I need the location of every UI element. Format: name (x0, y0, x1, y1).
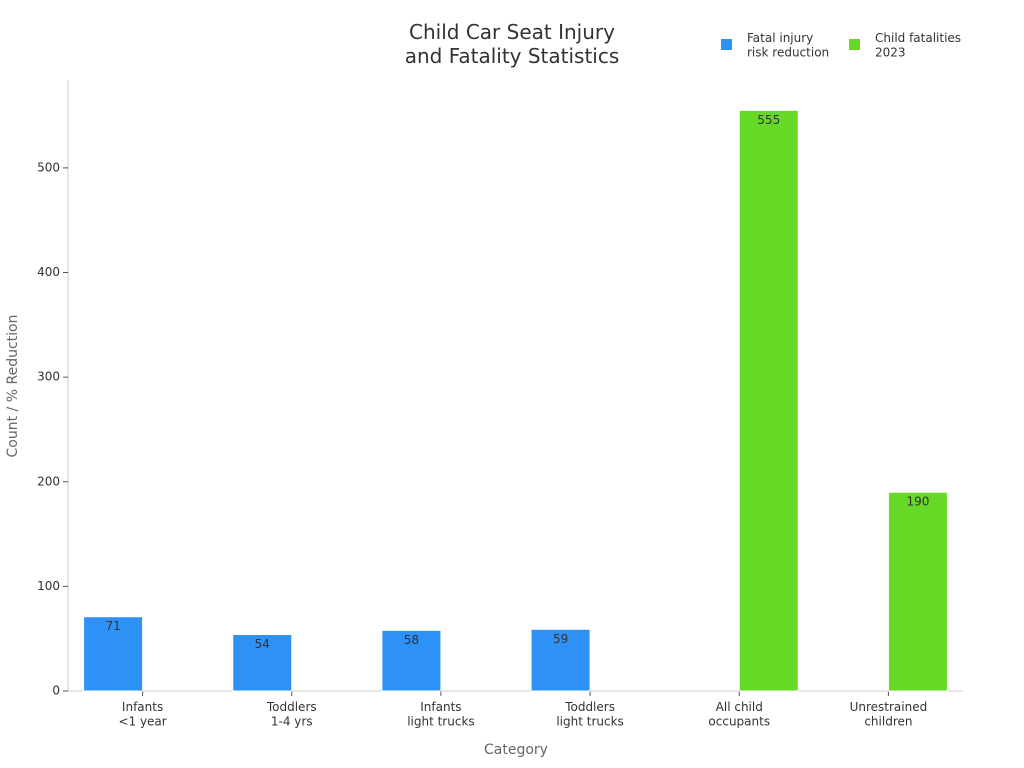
x-tick-label: Infants <1 year (118, 700, 166, 728)
chart-title: Child Car Seat Injury and Fatality Statis… (405, 20, 620, 68)
y-tick-label: 200 (37, 474, 60, 488)
legend-swatch (721, 39, 732, 50)
legend-swatch (849, 39, 860, 50)
bar (738, 109, 799, 692)
bar (381, 629, 442, 692)
bar (530, 628, 591, 692)
data-label: 54 (255, 637, 270, 651)
data-label: 71 (105, 619, 120, 633)
legend-label: Fatal injury risk reduction (747, 31, 829, 59)
x-tick-label: Toddlers 1-4 yrs (266, 700, 317, 728)
y-tick-label: 400 (37, 265, 60, 279)
bar (83, 616, 144, 692)
x-tick-label: Toddlers light trucks (556, 700, 623, 728)
x-tick-label: All child occupants (708, 700, 770, 728)
y-axis-label: Count / % Reduction (5, 315, 21, 458)
data-label: 555 (757, 113, 780, 127)
data-label: 190 (906, 495, 929, 509)
bar (232, 634, 293, 692)
legend-label: Child fatalities 2023 (875, 31, 961, 59)
x-tick-label: Unrestrained children (850, 700, 928, 728)
bar (887, 491, 948, 692)
y-tick-label: 100 (37, 579, 60, 593)
x-tick-label: Infants light trucks (407, 700, 474, 728)
y-tick-label: 0 (52, 684, 60, 698)
y-tick-label: 500 (37, 160, 60, 174)
data-label: 58 (404, 633, 419, 647)
x-axis-label: Category (484, 742, 548, 758)
y-tick-label: 300 (37, 370, 60, 384)
data-label: 59 (553, 632, 568, 646)
